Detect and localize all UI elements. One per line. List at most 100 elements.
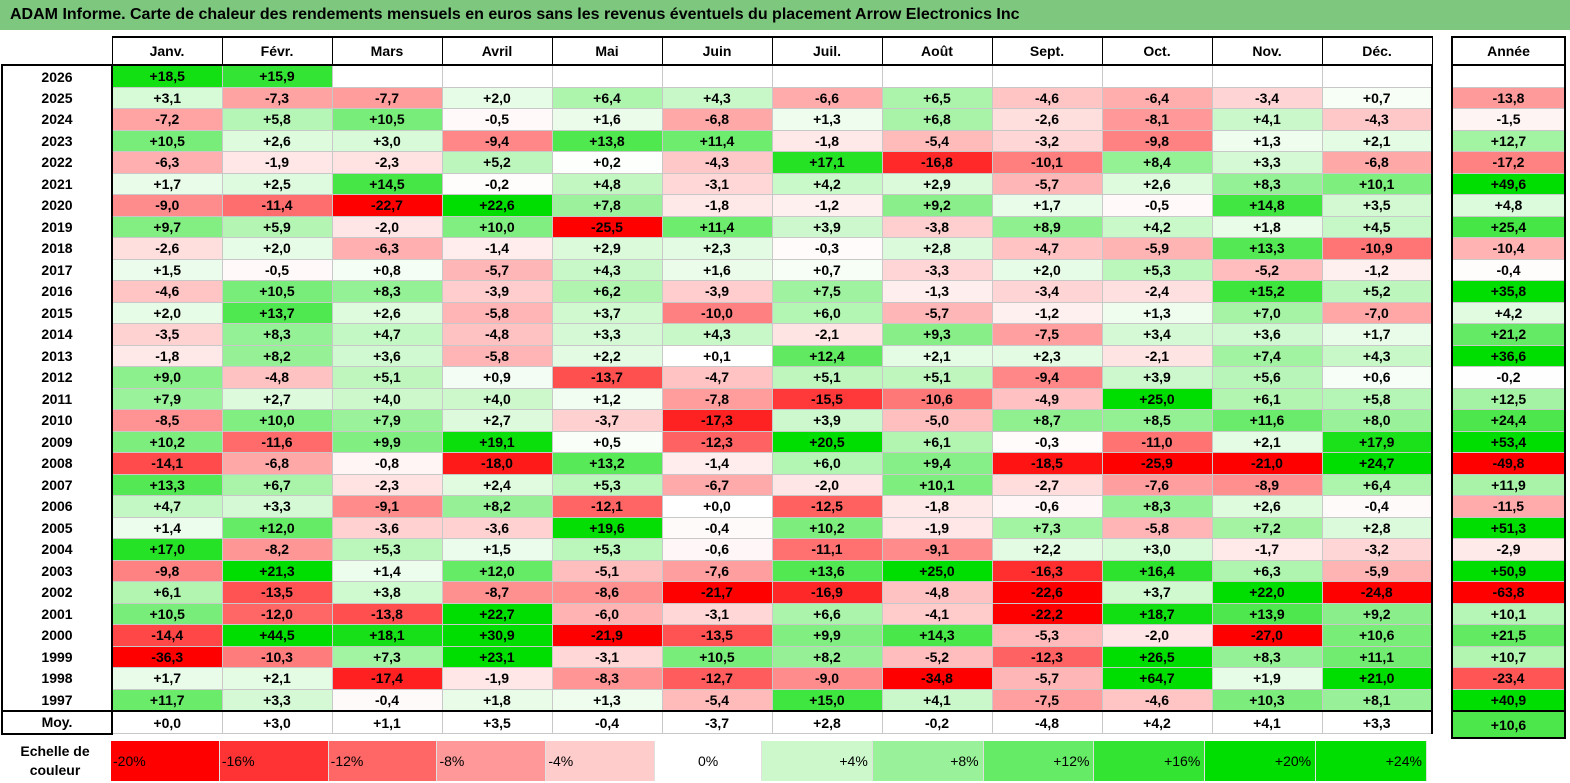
heatmap-cell: -10,1 bbox=[991, 151, 1103, 174]
heatmap-cell: -1,4 bbox=[661, 452, 773, 475]
average-label: Moy. bbox=[1, 710, 113, 735]
heatmap-cell: -0,5 bbox=[221, 258, 333, 281]
heatmap-cell: +22,0 bbox=[1211, 581, 1323, 604]
heatmap-cell: +18,5 bbox=[111, 64, 223, 88]
heatmap-cell: -5,7 bbox=[881, 301, 993, 324]
table-row: 2014 -3,5 +8,3 +4,7 -4,8 +3,3 +4,3 -2,1 +9,3 -7,5… bbox=[1, 323, 1433, 346]
heatmap-cell: +13,9 bbox=[1211, 602, 1323, 625]
heatmap-cell: +13,3 bbox=[1211, 237, 1323, 260]
heatmap-cell: +1,7 bbox=[991, 194, 1103, 217]
heatmap-cell: -3,9 bbox=[661, 280, 773, 303]
heatmap-cell: -6,8 bbox=[1321, 151, 1433, 174]
heatmap-cell: +15,0 bbox=[771, 688, 883, 712]
heatmap-cell: -4,3 bbox=[1321, 108, 1433, 131]
heatmap-cell: -4,8 bbox=[881, 581, 993, 604]
heatmap-cell: -5,7 bbox=[991, 667, 1103, 690]
heatmap-cell: +4,3 bbox=[551, 258, 663, 281]
heatmap-cell: +1,2 bbox=[551, 387, 663, 410]
annual-cell: -63,8 bbox=[1451, 581, 1566, 604]
year-label: 2021 bbox=[1, 173, 113, 195]
annual-row: -1,5 bbox=[1451, 108, 1566, 131]
heatmap-cell: +0,2 bbox=[551, 151, 663, 174]
heatmap-cell: +4,3 bbox=[1321, 344, 1433, 367]
heatmap-cell: -6,3 bbox=[111, 151, 223, 174]
heatmap-cell: -4,3 bbox=[661, 151, 773, 174]
heatmap-cell: +2,4 bbox=[441, 473, 553, 496]
heatmap-cell: -9,0 bbox=[111, 194, 223, 217]
year-label: 2016 bbox=[1, 280, 113, 302]
heatmap-cell: -18,0 bbox=[441, 452, 553, 475]
heatmap-cell: -5,0 bbox=[881, 409, 993, 432]
year-label: 2025 bbox=[1, 87, 113, 109]
heatmap-cell: -4,7 bbox=[661, 366, 773, 389]
heatmap-cell: +0,9 bbox=[441, 366, 553, 389]
heatmap-cell: +7,2 bbox=[1211, 516, 1323, 539]
year-label: 2023 bbox=[1, 130, 113, 152]
annual-row: +21,2 bbox=[1451, 323, 1566, 346]
table-row: 2000 -14,4 +44,5 +18,1 +30,9 -21,9 -13,5 +9,9 +1… bbox=[1, 624, 1433, 647]
heatmap-cell: +2,8 bbox=[1321, 516, 1433, 539]
heatmap-cell: +9,3 bbox=[881, 323, 993, 346]
heatmap-cell: +3,9 bbox=[771, 409, 883, 432]
heatmap-cell: -13,8 bbox=[331, 602, 443, 625]
heatmap-cell: +3,0 bbox=[1101, 538, 1213, 561]
heatmap-cell: +64,7 bbox=[1101, 667, 1213, 690]
year-label: 1997 bbox=[1, 689, 113, 712]
heatmap-cell: -25,9 bbox=[1101, 452, 1213, 475]
heatmap-cell: +6,1 bbox=[1211, 387, 1323, 410]
heatmap-cell: +8,2 bbox=[771, 645, 883, 668]
table-row: 2015 +2,0 +13,7 +2,6 -5,8 +3,7 -10,0 +6,0 -5,7 -1… bbox=[1, 301, 1433, 324]
heatmap-cell: +8,2 bbox=[221, 344, 333, 367]
heatmap-cell: +0,1 bbox=[661, 344, 773, 367]
color-scale: -20% -16% -12% -8% -4% 0% +4% +8% +12% +16% +20% +2… bbox=[111, 741, 1427, 781]
annual-cell: +21,5 bbox=[1451, 624, 1566, 647]
heatmap-cell: -12,3 bbox=[661, 430, 773, 453]
heatmap-cell: +6,1 bbox=[111, 581, 223, 604]
heatmap-cell bbox=[881, 64, 993, 88]
annual-cell: -10,4 bbox=[1451, 237, 1566, 260]
year-label: 2006 bbox=[1, 495, 113, 517]
heatmap-cell: -9,0 bbox=[771, 667, 883, 690]
heatmap-cell: -1,2 bbox=[991, 301, 1103, 324]
heatmap-cell: -6,6 bbox=[771, 86, 883, 109]
heatmap-cell: -2,3 bbox=[331, 473, 443, 496]
heatmap-cell: -16,9 bbox=[771, 581, 883, 604]
heatmap-cell: -5,2 bbox=[881, 645, 993, 668]
heatmap-cell: +13,3 bbox=[111, 473, 223, 496]
annual-cell: +4,8 bbox=[1451, 194, 1566, 217]
heatmap-cell: +13,6 bbox=[771, 559, 883, 582]
heatmap-cell: +2,0 bbox=[111, 301, 223, 324]
annual-row: +4,8 bbox=[1451, 194, 1566, 217]
heatmap-cell: +1,7 bbox=[111, 667, 223, 690]
average-cell: +1,1 bbox=[331, 710, 443, 734]
table-row: 2004 +17,0 -8,2 +5,3 +1,5 +5,3 -0,6 -11,1 -9,1 +2… bbox=[1, 538, 1433, 561]
table-row: 2025 +3,1 -7,3 -7,7 +2,0 +6,4 +4,3 -6,6 +6,5 -4,6… bbox=[1, 86, 1433, 109]
heatmap-cell: +10,5 bbox=[221, 280, 333, 303]
heatmap-cell: -12,7 bbox=[661, 667, 773, 690]
heatmap-cell: -1,4 bbox=[441, 237, 553, 260]
heatmap-cell: -4,8 bbox=[441, 323, 553, 346]
heatmap-cell: -8,3 bbox=[551, 667, 663, 690]
heatmap-cell: +6,2 bbox=[551, 280, 663, 303]
heatmap-cell: +9,2 bbox=[881, 194, 993, 217]
heatmap-cell: -1,3 bbox=[881, 280, 993, 303]
month-header: Févr. bbox=[221, 36, 333, 66]
heatmap-cell: +1,3 bbox=[1101, 301, 1213, 324]
annual-average-cell: +10,6 bbox=[1451, 710, 1566, 739]
annual-row: +12,7 bbox=[1451, 129, 1566, 152]
annual-cell: +51,3 bbox=[1451, 516, 1566, 539]
annual-row: +40,9 bbox=[1451, 688, 1566, 712]
table-row: 2002 +6,1 -13,5 +3,8 -8,7 -8,6 -21,7 -16,9 -4,8-… bbox=[1, 581, 1433, 604]
heatmap-cell: +44,5 bbox=[221, 624, 333, 647]
heatmap-cell: +1,7 bbox=[111, 172, 223, 195]
heatmap-cell: +4,7 bbox=[331, 323, 443, 346]
color-scale-swatch: +12% bbox=[983, 741, 1095, 781]
heatmap-cell: +0,7 bbox=[1321, 86, 1433, 109]
header-corner bbox=[2, 37, 112, 65]
heatmap-cell: -8,2 bbox=[221, 538, 333, 561]
heatmap-cell: +16,4 bbox=[1101, 559, 1213, 582]
year-label: 2008 bbox=[1, 452, 113, 474]
year-label: 2024 bbox=[1, 108, 113, 130]
heatmap-cell: +19,6 bbox=[551, 516, 663, 539]
heatmap-cell: -12,5 bbox=[771, 495, 883, 518]
